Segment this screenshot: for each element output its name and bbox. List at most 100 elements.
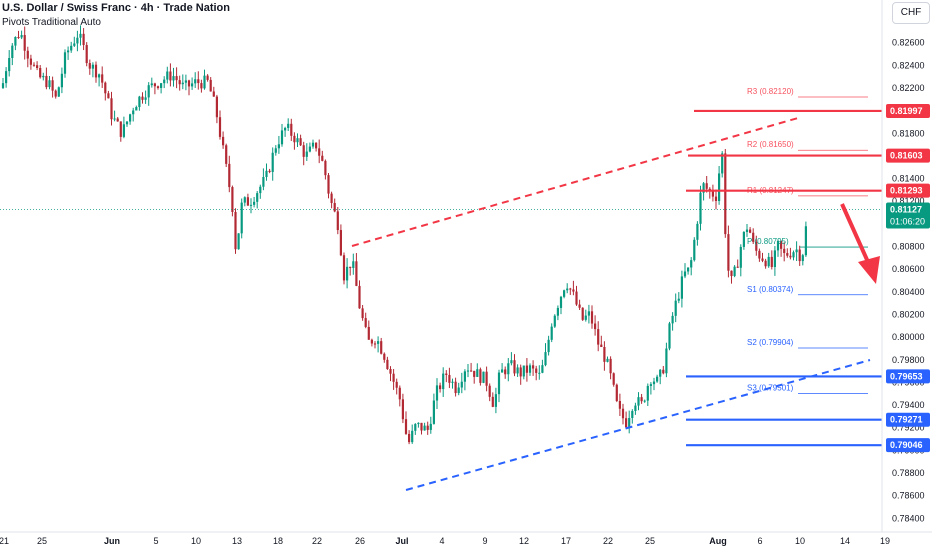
candle-body — [85, 45, 88, 64]
candle-body — [764, 260, 767, 267]
candle-body — [584, 315, 587, 320]
resistance-level-badge — [886, 183, 930, 198]
candle-body — [789, 255, 792, 258]
candle-body — [98, 74, 101, 78]
candle-body — [169, 71, 172, 81]
candle-body — [680, 276, 683, 299]
candle-body — [57, 87, 60, 97]
price-tick-label: 0.79400 — [892, 400, 925, 410]
candle-body — [519, 367, 522, 377]
candle-body — [532, 365, 535, 369]
time-tick-label: 18 — [273, 536, 283, 546]
time-tick-label: 5 — [153, 536, 158, 546]
candle-body — [479, 369, 482, 383]
candle-body — [240, 202, 243, 234]
candle-body — [181, 82, 184, 85]
time-tick-label: 25 — [37, 536, 47, 546]
support-level-badge — [886, 412, 930, 427]
indicator-label[interactable]: Pivots Traditional Auto — [2, 17, 101, 28]
candle-body — [727, 234, 730, 271]
candle-body — [420, 422, 423, 431]
time-tick-label: 25 — [645, 536, 655, 546]
price-tick-label: 0.80200 — [892, 309, 925, 319]
candle-body — [42, 75, 45, 78]
candle-body — [724, 153, 727, 235]
candle-body — [401, 399, 404, 420]
candle-body — [175, 76, 178, 81]
candle-body — [361, 308, 364, 319]
candle-body — [355, 261, 358, 286]
candle-body — [20, 35, 23, 38]
candle-body — [352, 261, 355, 268]
candle-body — [160, 83, 163, 88]
time-tick-label: 10 — [191, 536, 201, 546]
candle-body — [798, 249, 801, 262]
candle-body — [714, 196, 718, 201]
currency-button[interactable]: CHF — [892, 2, 930, 24]
candle-body — [147, 85, 150, 98]
candle-body — [187, 80, 191, 87]
time-tick-label: 6 — [757, 536, 762, 546]
price-tick-label: 0.79200 — [892, 423, 925, 433]
price-tick-label: 0.80800 — [892, 242, 925, 252]
candle-body — [674, 300, 677, 316]
candle-body — [460, 381, 463, 388]
candle-body — [566, 288, 569, 291]
time-tick-label: 22 — [312, 536, 322, 546]
candle-body — [234, 211, 237, 250]
resistance-level-value: 0.81293 — [890, 186, 923, 196]
candle-body — [349, 266, 352, 268]
candle-body — [426, 425, 429, 430]
candle-body — [497, 372, 501, 395]
projection-arrow-shaft — [840, 203, 870, 263]
support-level-value: 0.79271 — [890, 415, 923, 425]
candle-body — [277, 144, 280, 149]
candle-body — [693, 239, 696, 261]
candle-body — [417, 422, 420, 425]
candle-body — [321, 155, 324, 161]
current-price-value: 0.81127 — [890, 204, 922, 214]
trendline[interactable] — [351, 117, 799, 247]
candle-body — [432, 400, 435, 424]
candle-body — [150, 83, 153, 86]
candle-body — [575, 291, 578, 305]
candle-body — [792, 252, 795, 258]
candle-body — [454, 381, 457, 394]
candle-body — [755, 241, 758, 251]
candle-body — [625, 418, 628, 428]
time-tick-label: 13 — [232, 536, 242, 546]
candle-body — [336, 211, 339, 231]
candle-body — [228, 163, 231, 188]
candle-body — [634, 405, 637, 411]
candle-body — [290, 123, 293, 136]
candle-body — [364, 318, 367, 327]
candle-body — [553, 315, 556, 327]
candle-body — [733, 266, 736, 277]
candle-body — [200, 83, 203, 89]
candle-body — [271, 152, 274, 172]
price-tick-label: 0.79800 — [892, 355, 925, 365]
candle-body — [618, 401, 621, 409]
candle-body — [138, 96, 141, 108]
candle-body — [569, 288, 572, 290]
candle-body — [166, 71, 169, 80]
candle-body — [287, 123, 290, 128]
candle-body — [178, 80, 181, 85]
candle-body — [783, 248, 786, 254]
candle-body — [451, 381, 454, 383]
candle-body — [203, 75, 206, 89]
candle-body — [346, 266, 349, 281]
candle-body — [380, 341, 383, 354]
candle-body — [637, 397, 640, 406]
candle-body — [513, 360, 516, 374]
candle-body — [383, 353, 386, 360]
candle-body — [191, 83, 194, 87]
candle-body — [485, 371, 488, 386]
trendline[interactable] — [405, 359, 871, 491]
candle-body — [1, 83, 5, 88]
candle-body — [395, 381, 398, 388]
candle-body — [367, 326, 370, 340]
candle-body — [600, 344, 603, 347]
candle-body — [752, 232, 755, 242]
